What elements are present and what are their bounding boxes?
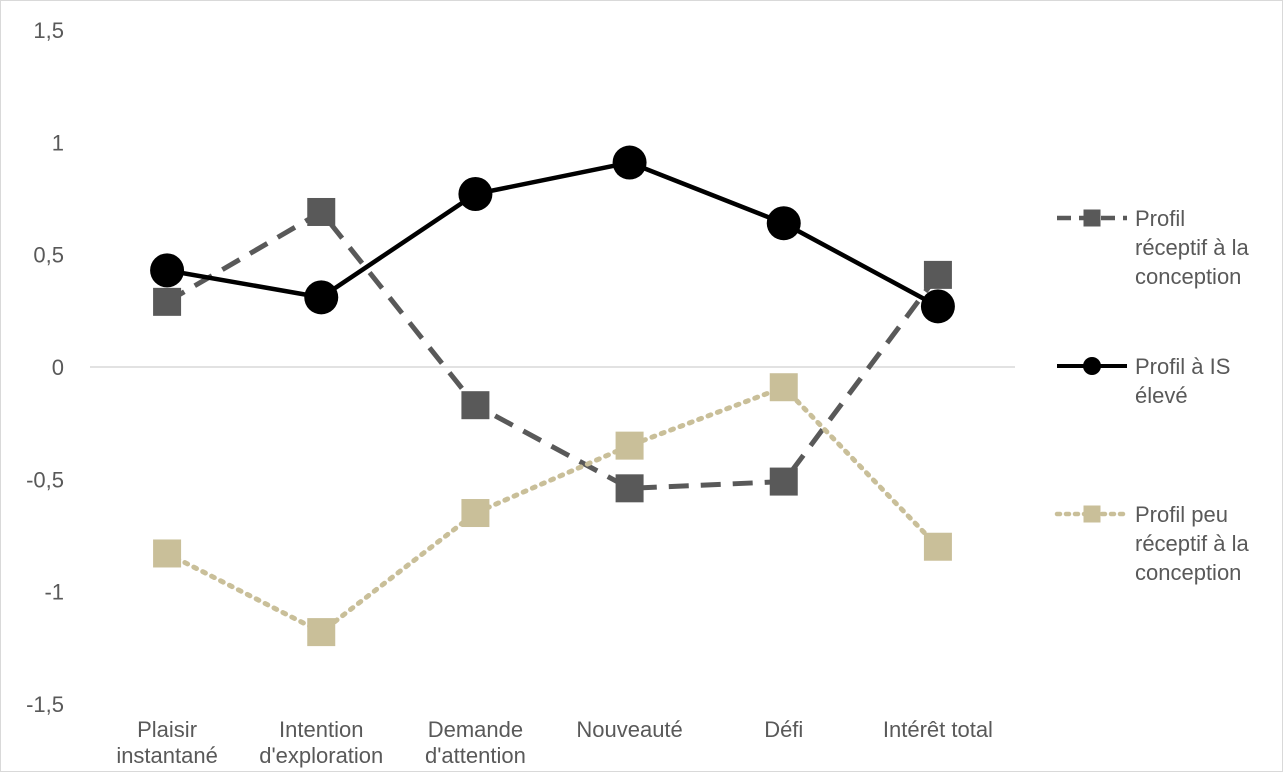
legend-marker (1083, 505, 1101, 523)
y-tick-label: 1 (52, 130, 64, 155)
data-point (153, 287, 182, 316)
x-tick-label-line: Demande (428, 717, 523, 742)
legend: Profil réceptif à la conception Profil à IS… (1054, 206, 1249, 585)
data-point (153, 539, 182, 568)
data-point (458, 177, 493, 212)
legend-marker (1083, 209, 1101, 227)
legend-item-3: Profil peu réceptif à la conception (1054, 502, 1249, 585)
data-point (615, 431, 644, 460)
legend-label: élevé (1135, 383, 1188, 408)
series-line (165, 209, 940, 491)
y-tick-label: 0,5 (33, 243, 64, 268)
y-tick-label: -0,5 (26, 467, 64, 492)
legend-label: Profil (1135, 206, 1185, 231)
data-point (923, 532, 952, 561)
series-line (164, 384, 941, 635)
series-line (166, 160, 939, 309)
x-tick-label-line: Intérêt total (883, 717, 993, 742)
x-tick-label-line: Plaisir (137, 717, 197, 742)
series-3 (153, 373, 952, 647)
data-point (307, 197, 336, 226)
legend-marker (1083, 357, 1101, 375)
x-tick-label: Intérêt total (883, 717, 993, 742)
data-point (766, 206, 801, 241)
legend-label: conception (1135, 560, 1241, 585)
data-point (615, 474, 644, 503)
series-1 (153, 197, 952, 503)
data-point (923, 260, 952, 289)
legend-label: réceptif à la (1135, 531, 1249, 556)
data-point (461, 391, 490, 420)
x-tick-label: Nouveauté (576, 717, 682, 742)
x-tick-label-line: d'exploration (259, 743, 383, 768)
legend-label: Profil à IS (1135, 354, 1230, 379)
legend-item-1: Profil réceptif à la conception (1057, 206, 1249, 289)
legend-label: réceptif à la (1135, 235, 1249, 260)
data-point (920, 289, 955, 324)
x-tick-label-line: Intention (279, 717, 363, 742)
y-tick-label: -1,5 (26, 692, 64, 717)
data-point (150, 253, 185, 288)
y-tick-label: -1 (44, 580, 64, 605)
legend-label: Profil peu (1135, 502, 1228, 527)
y-tick-label: 1,5 (33, 18, 64, 43)
x-tick-label-line: Défi (764, 717, 803, 742)
series-2 (150, 145, 955, 324)
x-tick-label: Défi (764, 717, 803, 742)
data-point (612, 145, 647, 180)
legend-item-2: Profil à IS élevé (1057, 354, 1230, 408)
x-tick-label-line: d'attention (425, 743, 526, 768)
x-tick-label-line: Nouveauté (576, 717, 682, 742)
data-point (769, 373, 798, 402)
legend-label: conception (1135, 264, 1241, 289)
data-point (461, 499, 490, 528)
series-layer (150, 145, 955, 647)
x-tick-label-line: instantané (116, 743, 218, 768)
data-point (769, 467, 798, 496)
data-point (304, 280, 339, 315)
y-tick-label: 0 (52, 355, 64, 380)
data-point (307, 618, 336, 647)
